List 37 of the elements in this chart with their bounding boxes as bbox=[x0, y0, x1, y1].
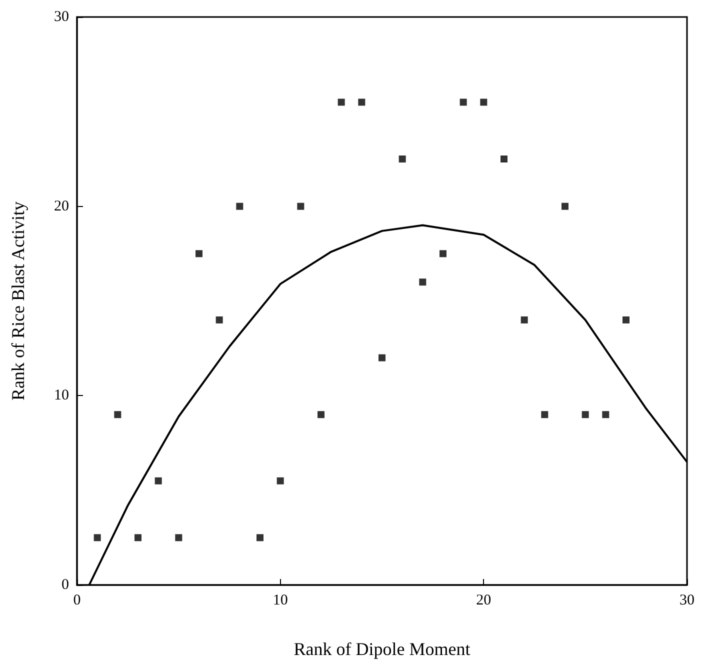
y-axis-title: Rank of Rice Blast Activity bbox=[8, 202, 28, 400]
point bbox=[236, 202, 244, 210]
point bbox=[297, 202, 304, 210]
point bbox=[398, 156, 406, 162]
point bbox=[440, 250, 446, 258]
point bbox=[338, 98, 345, 106]
point bbox=[520, 316, 528, 324]
point bbox=[175, 534, 182, 542]
point bbox=[358, 98, 366, 106]
point bbox=[114, 411, 122, 418]
point bbox=[562, 202, 568, 210]
point bbox=[602, 411, 610, 418]
point bbox=[378, 354, 386, 362]
point bbox=[196, 250, 202, 258]
x-axis-title: Rank of Dipole Moment bbox=[294, 639, 470, 659]
x-tick-label: 10 bbox=[272, 592, 288, 608]
point bbox=[276, 477, 284, 484]
x-tick-label: 0 bbox=[73, 592, 81, 608]
x-tick-label: 20 bbox=[476, 592, 492, 608]
point bbox=[216, 316, 223, 324]
point bbox=[154, 477, 162, 484]
point bbox=[256, 534, 264, 542]
point bbox=[460, 98, 467, 106]
point bbox=[500, 156, 508, 162]
point bbox=[582, 411, 589, 418]
y-tick-label: 20 bbox=[54, 198, 69, 214]
point bbox=[318, 411, 324, 418]
point bbox=[419, 278, 426, 286]
point bbox=[541, 411, 548, 418]
point bbox=[134, 534, 142, 542]
point bbox=[622, 316, 630, 324]
point bbox=[480, 98, 488, 106]
y-tick-label: 10 bbox=[54, 388, 69, 404]
y-tick-label: 30 bbox=[54, 9, 69, 25]
y-tick-label: 0 bbox=[62, 577, 69, 593]
point bbox=[94, 534, 101, 542]
x-tick-label: 30 bbox=[680, 592, 694, 608]
